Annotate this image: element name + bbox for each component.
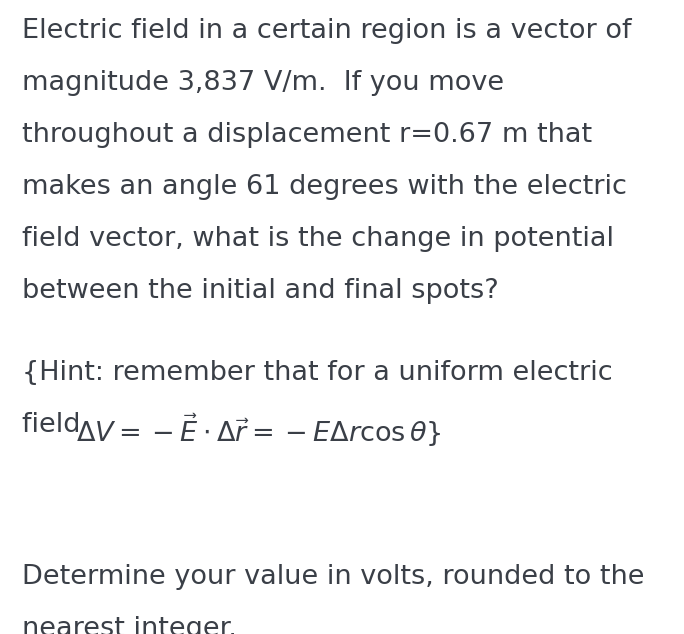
Text: field: field — [22, 412, 89, 438]
Text: Determine your value in volts, rounded to the: Determine your value in volts, rounded t… — [22, 564, 644, 590]
Text: Electric field in a certain region is a vector of: Electric field in a certain region is a … — [22, 18, 631, 44]
Text: magnitude 3,837 V/m.  If you move: magnitude 3,837 V/m. If you move — [22, 70, 504, 96]
Text: field vector, what is the change in potential: field vector, what is the change in pote… — [22, 226, 614, 252]
Text: nearest integer.: nearest integer. — [22, 616, 237, 634]
Text: {Hint: remember that for a uniform electric: {Hint: remember that for a uniform elect… — [22, 360, 613, 386]
Text: makes an angle 61 degrees with the electric: makes an angle 61 degrees with the elect… — [22, 174, 627, 200]
Text: throughout a displacement r=0.67 m that: throughout a displacement r=0.67 m that — [22, 122, 592, 148]
Text: $\Delta V = -\vec{E} \cdot \Delta\vec{r} = -E\Delta r\cos\theta\}$: $\Delta V = -\vec{E} \cdot \Delta\vec{r}… — [76, 411, 442, 449]
Text: between the initial and final spots?: between the initial and final spots? — [22, 278, 499, 304]
